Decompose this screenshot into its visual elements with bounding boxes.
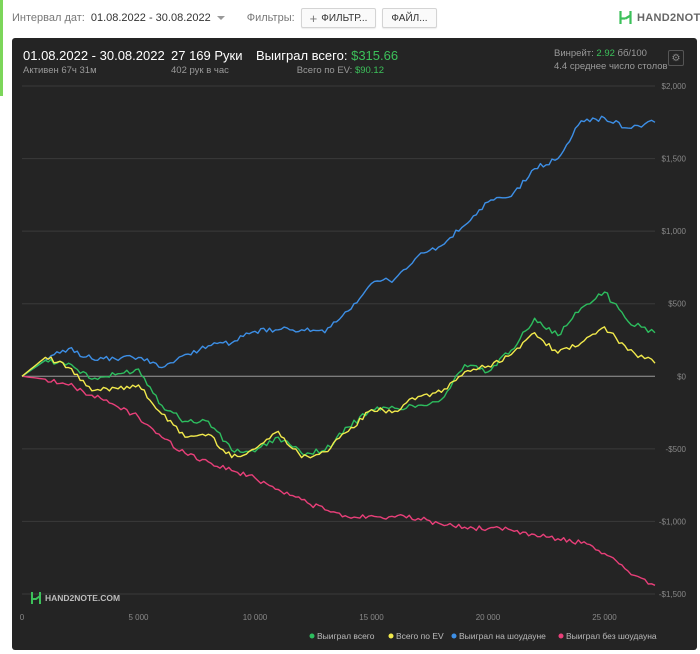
y-tick-label: $500 bbox=[668, 300, 686, 309]
y-tick-label: $1,500 bbox=[662, 155, 687, 164]
plus-icon: + bbox=[309, 10, 318, 26]
legend-marker bbox=[451, 633, 457, 639]
chevron-down-icon bbox=[216, 16, 225, 20]
x-tick-label: 5 000 bbox=[128, 613, 149, 622]
legend-marker bbox=[558, 633, 564, 639]
y-tick-label: -$500 bbox=[666, 445, 687, 454]
legend-marker bbox=[309, 633, 315, 639]
hands-count: 27 169 Руки bbox=[171, 48, 243, 63]
series-line-0 bbox=[21, 291, 656, 457]
y-tick-label: $1,000 bbox=[662, 227, 687, 236]
filters-label: Фильтры: bbox=[246, 12, 295, 24]
winrate-value: 2.92 bbox=[596, 48, 615, 59]
date-range-value: 01.08.2022 - 30.08.2022 bbox=[90, 12, 211, 24]
ev-total-label: Всего по EV: bbox=[296, 65, 353, 76]
active-time: Активен 67ч 31м bbox=[23, 65, 97, 76]
x-tick-label: 25 000 bbox=[592, 613, 617, 622]
gear-icon: ⚙ bbox=[671, 52, 681, 64]
filter-button[interactable]: + ФИЛЬТР... bbox=[300, 8, 377, 28]
graph-panel: 01.08.2022 - 30.08.2022 Активен 67ч 31м … bbox=[12, 38, 697, 650]
period-title: 01.08.2022 - 30.08.2022 bbox=[23, 48, 165, 63]
watermark: HAND2NOTE.COM bbox=[31, 592, 120, 604]
y-tick-label: -$1,500 bbox=[659, 590, 687, 599]
watermark-text: HAND2NOTE.COM bbox=[45, 593, 120, 603]
legend: Выиграл всего Всего по EV Выиграл на шоуда… bbox=[309, 631, 657, 641]
y-tick-label: $2,000 bbox=[662, 82, 687, 91]
legend-marker bbox=[388, 633, 394, 639]
settings-gear-button[interactable]: ⚙ bbox=[668, 50, 684, 66]
x-tick-label: 15 000 bbox=[359, 613, 384, 622]
hands-per-hour: 402 рук в час bbox=[171, 65, 229, 76]
hand2note-logo-icon bbox=[619, 11, 632, 24]
x-tick-label: 20 000 bbox=[476, 613, 501, 622]
brand-logo-text: HAND2NOTE bbox=[637, 11, 700, 24]
file-button-label: ФАЙЛ... bbox=[391, 12, 428, 24]
legend-label: Выиграл без шоудауна bbox=[566, 631, 657, 641]
won-total-value: $315.66 bbox=[351, 48, 399, 63]
legend-label: Выиграл всего bbox=[317, 631, 375, 641]
date-range-label: Интервал дат: bbox=[12, 12, 85, 24]
winrate-block: Винрейт: 2.92 бб/100 4.4 среднее число с… bbox=[554, 48, 668, 72]
winrate-label: Винрейт: bbox=[554, 48, 594, 59]
filter-button-label: ФИЛЬТР... bbox=[321, 12, 368, 24]
ev-total-value: $90.12 bbox=[354, 65, 384, 76]
series-line-3 bbox=[21, 375, 656, 586]
legend-label: Выиграл на шоудауне bbox=[459, 631, 546, 641]
period-block: 01.08.2022 - 30.08.2022 Активен 67ч 31м bbox=[23, 48, 165, 76]
won-total-label: Выиграл всего: bbox=[256, 48, 348, 63]
winrate-unit: бб/100 bbox=[617, 48, 647, 59]
x-tick-label: 10 000 bbox=[243, 613, 268, 622]
series-line-1 bbox=[21, 326, 656, 459]
avg-tables: 4.4 среднее число столов bbox=[554, 61, 668, 72]
y-tick-label: -$1,000 bbox=[659, 517, 687, 526]
series-layer bbox=[21, 115, 656, 586]
brand-logo: HAND2NOTE bbox=[619, 10, 700, 25]
series-line-2 bbox=[21, 115, 656, 377]
winnings-chart: $2,000 $1,500 $1,000 $500 $0 -$500 -$1,000 -$1,… bbox=[20, 82, 687, 641]
x-tick-label: 0 bbox=[20, 613, 25, 622]
grid-layer: $2,000 $1,500 $1,000 $500 $0 -$500 -$1,000 -$1,… bbox=[20, 82, 687, 622]
hands-block: 27 169 Руки 402 рук в час bbox=[171, 48, 243, 76]
legend-label: Всего по EV bbox=[396, 631, 444, 641]
winnings-block: Выиграл всего: $315.66 Всего по EV: $90.… bbox=[256, 48, 398, 76]
date-range-dropdown[interactable]: 01.08.2022 - 30.08.2022 bbox=[91, 12, 225, 24]
y-tick-label: $0 bbox=[677, 372, 686, 381]
hand2note-watermark-icon bbox=[31, 592, 41, 604]
file-button[interactable]: ФАЙЛ... bbox=[382, 8, 437, 28]
toolbar: Интервал дат: 01.08.2022 - 30.08.2022 Фи… bbox=[0, 0, 700, 36]
left-accent-strip bbox=[0, 0, 3, 96]
